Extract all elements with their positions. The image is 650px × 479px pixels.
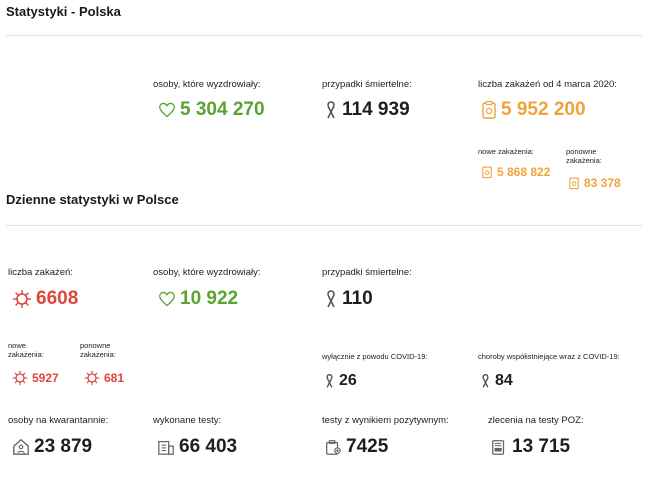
daily-infections-value: 6608 — [12, 288, 78, 310]
daily-covid-only-value: 26 — [324, 372, 357, 390]
daily-deaths-value: 110 — [324, 288, 373, 310]
clipboard-virus-icon — [481, 100, 497, 120]
virus-icon — [12, 370, 28, 386]
test-kit-icon — [324, 438, 342, 456]
ribbon-icon — [480, 373, 491, 389]
divider — [6, 225, 642, 226]
total-recovered-label: osoby, które wyzdrowiały: — [153, 79, 261, 90]
total-reinfections-label: ponowne zakażenia: — [566, 147, 602, 166]
total-recovered-value: 5 304 270 — [158, 99, 265, 121]
page-title: Statystyki - Polska — [6, 4, 121, 19]
total-deaths-value: 114 939 — [324, 99, 410, 121]
total-infections-label: liczba zakażeń od 4 marca 2020: — [478, 79, 617, 90]
daily-poz-orders-label: zlecenia na testy POZ: — [488, 415, 584, 426]
virus-icon — [12, 289, 32, 309]
total-reinfections-value: 83 378 — [568, 176, 621, 190]
daily-new-infections-value: 5927 — [12, 370, 59, 386]
ribbon-icon — [324, 289, 338, 309]
daily-recovered-value: 10 922 — [158, 288, 238, 310]
daily-poz-orders-value: 13 715 — [490, 436, 570, 458]
daily-covid-only-label: wyłącznie z powodu COVID-19: — [322, 352, 428, 361]
heart-icon — [158, 102, 176, 118]
daily-deaths-label: przypadki śmiertelne: — [322, 267, 412, 278]
daily-reinfections-value: 681 — [84, 370, 124, 386]
clipboard-virus-icon — [568, 176, 580, 190]
ribbon-icon — [324, 373, 335, 389]
ribbon-icon — [324, 100, 338, 120]
virus-icon — [84, 370, 100, 386]
daily-tests-value: 66 403 — [157, 436, 237, 458]
daily-quarantine-label: osoby na kwarantannie: — [8, 415, 109, 426]
total-new-infections-label: nowe zakażenia: — [478, 147, 534, 156]
total-infections-value: 5 952 200 — [481, 99, 586, 121]
daily-section-title: Dzienne statystyki w Polsce — [6, 192, 179, 207]
daily-comorbid-value: 84 — [480, 372, 513, 390]
daily-positive-tests-value: 7425 — [324, 436, 388, 458]
clipboard-virus-icon — [481, 165, 493, 179]
total-new-infections-value: 5 868 822 — [481, 165, 550, 179]
poz-document-icon — [490, 438, 508, 456]
lab-building-icon — [157, 438, 175, 456]
house-person-icon — [12, 438, 30, 456]
daily-quarantine-value: 23 879 — [12, 436, 92, 458]
daily-recovered-label: osoby, które wyzdrowiały: — [153, 267, 261, 278]
daily-new-infections-label: nowe zakażenia: — [8, 341, 44, 360]
daily-tests-label: wykonane testy: — [153, 415, 222, 426]
total-deaths-label: przypadki śmiertelne: — [322, 79, 412, 90]
daily-positive-tests-label: testy z wynikiem pozytywnym: — [322, 415, 449, 426]
daily-reinfections-label: ponowne zakażenia: — [80, 341, 116, 360]
heart-icon — [158, 291, 176, 307]
daily-infections-label: liczba zakażeń: — [8, 267, 73, 278]
daily-comorbid-label: choroby współistniejące wraz z COVID-19: — [478, 352, 620, 361]
divider — [6, 35, 642, 36]
